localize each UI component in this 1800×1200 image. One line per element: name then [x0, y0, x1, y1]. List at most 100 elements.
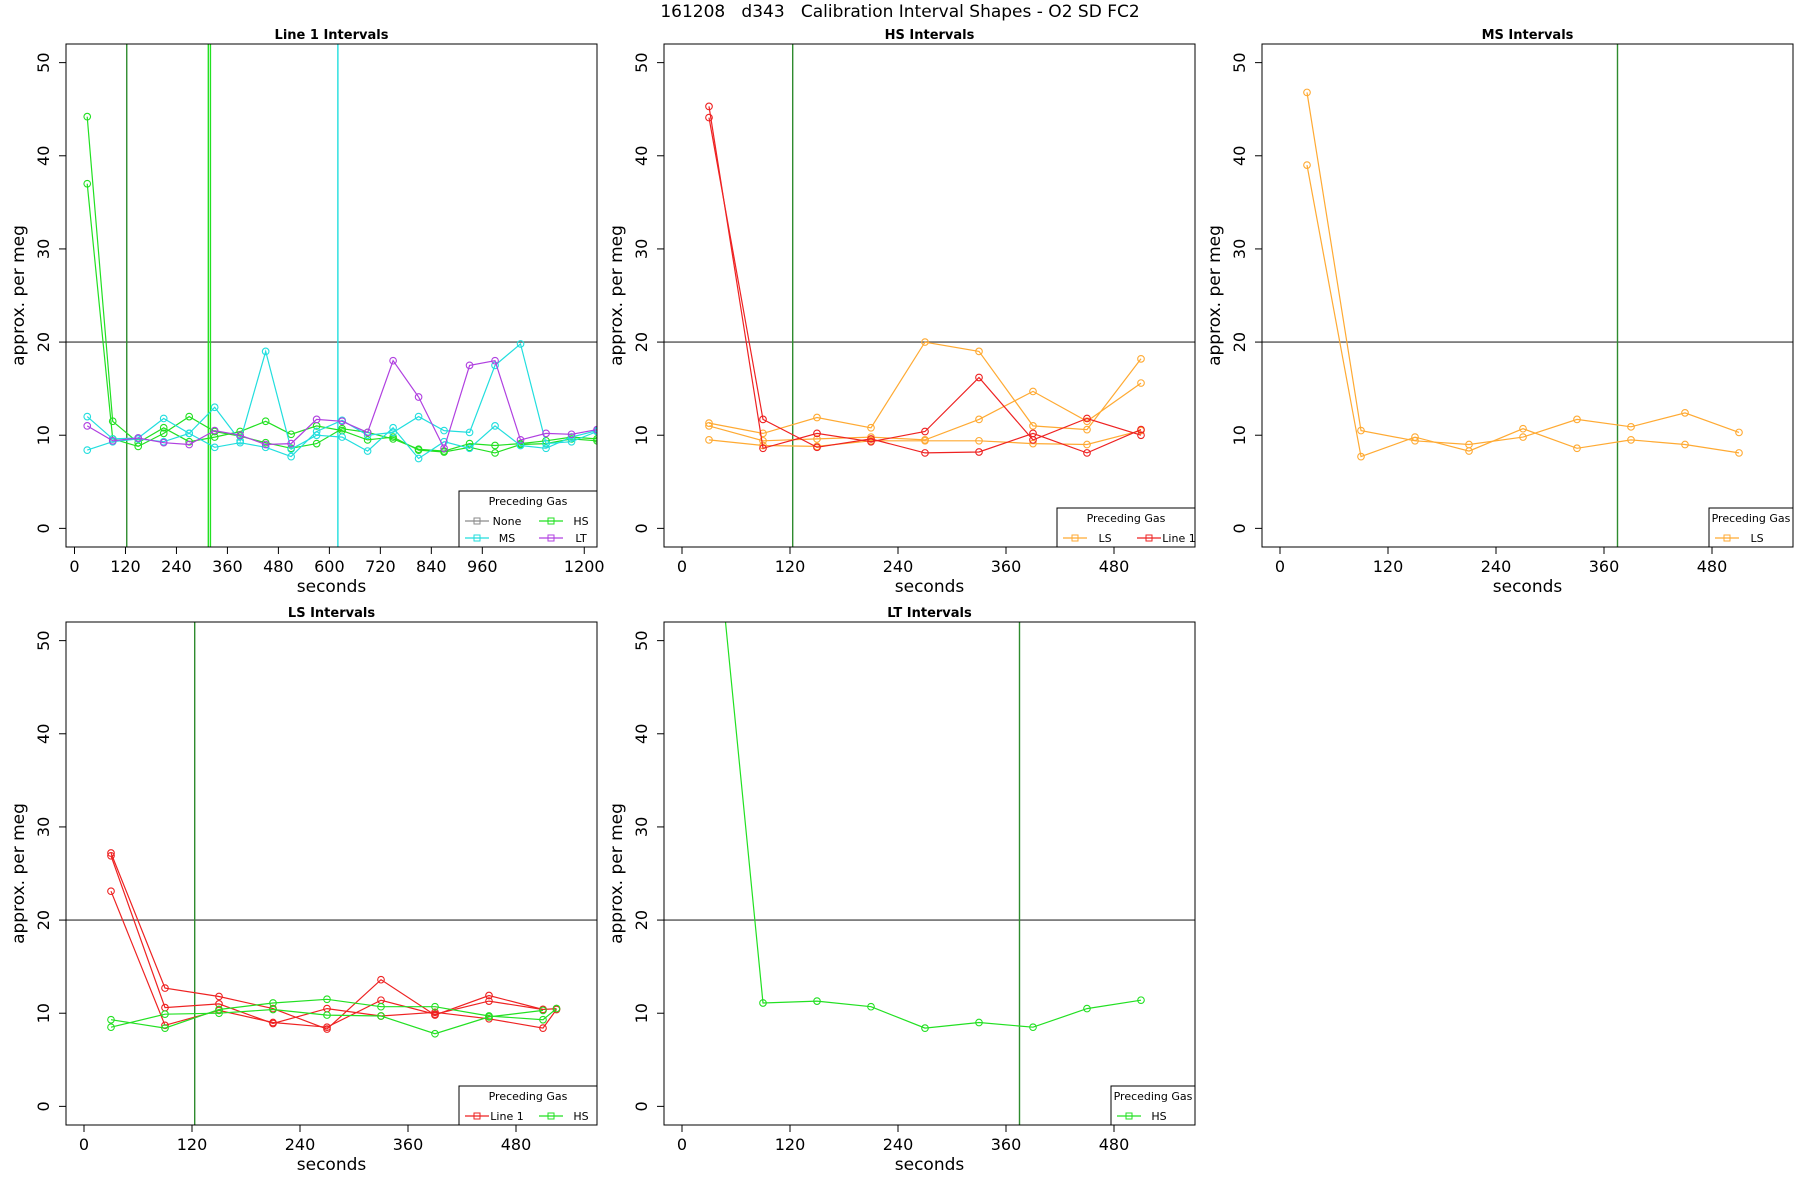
y-tick-label: 40 — [34, 724, 53, 744]
data-point — [542, 439, 550, 448]
data-point — [465, 361, 474, 370]
data-point — [813, 435, 821, 443]
y-tick-label: 50 — [34, 630, 53, 650]
y-tick-label: 20 — [632, 332, 651, 352]
data-point — [338, 424, 346, 433]
data-point — [465, 428, 474, 437]
series-group — [83, 112, 597, 463]
x-tick-label: 480 — [263, 557, 294, 576]
data-point — [261, 417, 270, 426]
data-point — [210, 403, 219, 412]
legend-entry: Line 1 — [490, 1110, 523, 1123]
data-point — [1411, 433, 1419, 441]
x-tick-label: 240 — [161, 557, 192, 576]
legend-entry: None — [493, 515, 522, 528]
plot-border — [65, 621, 598, 1126]
data-point — [1357, 426, 1365, 435]
data-point — [542, 429, 550, 438]
legend: Preceding Gas HS — [1110, 1085, 1196, 1126]
data-point — [567, 430, 576, 439]
x-tick-label: 360 — [393, 1135, 424, 1154]
data-point — [759, 429, 767, 438]
series-line — [110, 852, 557, 1030]
data-point — [759, 436, 767, 445]
chart-panel-4: LT Intervals 0 120 240 360 480 0 10 20 30 40 50 seco… — [607, 606, 1196, 1175]
x-axis-label: seconds — [297, 577, 367, 597]
y-tick-label: 0 — [632, 523, 651, 533]
legend-marker — [473, 1112, 481, 1120]
y-axis-label: approx. per meg — [1205, 225, 1225, 366]
data-point — [705, 422, 713, 430]
data-point — [813, 997, 821, 1005]
data-point — [516, 441, 525, 450]
chart-panel-2: MS Intervals 0 120 240 360 480 0 10 20 30 40 50 seco… — [1205, 28, 1794, 597]
data-point — [159, 423, 168, 432]
data-point — [921, 1024, 929, 1032]
x-tick-label: 960 — [467, 557, 498, 576]
panel-title: HS Intervals — [885, 28, 975, 43]
data-point — [1573, 415, 1581, 424]
data-point — [134, 434, 143, 442]
x-tick-label: 600 — [314, 557, 345, 576]
series-line — [110, 1008, 544, 1035]
series-group — [724, 622, 1145, 1032]
figure-title: 161208 d343 Calibration Interval Shapes … — [660, 2, 1140, 22]
y-tick-label: 30 — [632, 817, 651, 837]
data-point — [1029, 1023, 1037, 1032]
x-tick-label: 480 — [1099, 557, 1130, 576]
x-axis-label: seconds — [895, 1155, 965, 1175]
data-point — [921, 427, 929, 436]
data-point — [705, 102, 713, 111]
data-point — [236, 431, 245, 440]
data-point — [431, 1010, 439, 1019]
legend-title: Preceding Gas — [489, 1090, 568, 1103]
data-point — [867, 423, 875, 432]
y-tick-label: 10 — [34, 1003, 53, 1023]
series-line — [708, 341, 1142, 435]
data-point — [1735, 428, 1743, 437]
data-point — [269, 1005, 277, 1014]
data-point — [377, 1012, 385, 1020]
data-point — [975, 347, 983, 356]
data-point — [269, 1018, 277, 1027]
data-point — [159, 438, 168, 447]
data-point — [363, 428, 372, 437]
x-tick-label: 240 — [285, 1135, 316, 1154]
plot-border — [1261, 43, 1794, 548]
y-tick-label: 10 — [632, 425, 651, 445]
data-point — [1465, 447, 1473, 455]
x-tick-label: 120 — [775, 1135, 806, 1154]
series-line — [708, 106, 1142, 450]
data-point — [1083, 1004, 1091, 1013]
data-point — [287, 452, 295, 461]
data-point — [107, 1023, 115, 1032]
y-tick-label: 50 — [632, 630, 651, 650]
data-point — [83, 446, 92, 454]
y-tick-label: 0 — [632, 1101, 651, 1111]
x-tick-label: 480 — [1099, 1135, 1130, 1154]
data-point — [485, 997, 493, 1005]
data-point — [363, 436, 372, 444]
x-tick-label: 360 — [991, 557, 1022, 576]
data-point — [1083, 449, 1091, 457]
data-point — [1735, 449, 1743, 457]
legend-box — [458, 1085, 598, 1126]
data-point — [185, 429, 194, 438]
data-point — [813, 443, 821, 452]
x-tick-label: 240 — [1481, 557, 1512, 576]
data-point — [759, 444, 767, 453]
y-tick-label: 10 — [34, 425, 53, 445]
legend-entry: Line 1 — [1162, 532, 1195, 545]
data-point — [431, 1029, 439, 1038]
data-point — [1083, 440, 1091, 449]
series-line — [86, 359, 597, 450]
legend-marker — [547, 1112, 555, 1120]
data-point — [921, 449, 929, 457]
legend-marker — [473, 534, 481, 542]
data-point — [491, 356, 499, 365]
data-point — [210, 426, 219, 435]
legend: Preceding Gas LS — [1708, 507, 1794, 548]
x-tick-label: 0 — [677, 1135, 687, 1154]
series-line — [110, 890, 544, 1028]
